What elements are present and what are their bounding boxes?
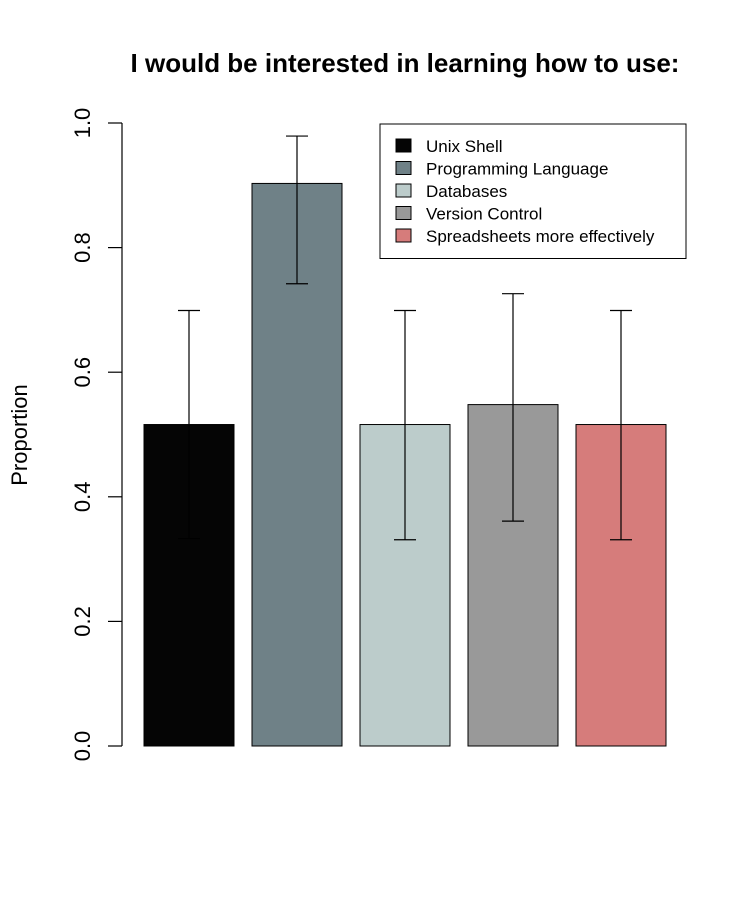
chart-title: I would be interested in learning how to… (131, 48, 680, 78)
y-axis: 0.0 0.2 0.4 0.6 0.8 1.0 (70, 108, 123, 762)
legend-swatch-4 (395, 228, 412, 243)
legend-swatch-1 (395, 161, 412, 175)
y-tick-label: 0.0 (70, 731, 95, 762)
y-tick-label: 0.4 (70, 482, 95, 513)
legend-label-0: Unix Shell (426, 137, 503, 156)
legend-swatch-2 (395, 183, 412, 198)
error-bars (178, 135, 632, 541)
legend-label-4: Spreadsheets more effectively (426, 227, 655, 246)
y-tick-label: 1.0 (70, 108, 95, 139)
legend: Unix Shell Programming Language Databases V… (379, 123, 687, 259)
legend-label-3: Version Control (426, 205, 542, 224)
y-tick-label: 0.6 (70, 357, 95, 388)
y-tick-label: 0.8 (70, 232, 95, 263)
y-tick-label: 0.2 (70, 606, 95, 637)
legend-label-2: Databases (426, 182, 507, 201)
legend-swatch-3 (395, 206, 412, 220)
y-axis-label: Proportion (7, 384, 32, 486)
legend-swatch-0 (395, 138, 412, 153)
legend-box (379, 123, 687, 259)
legend-label-1: Programming Language (426, 160, 608, 179)
